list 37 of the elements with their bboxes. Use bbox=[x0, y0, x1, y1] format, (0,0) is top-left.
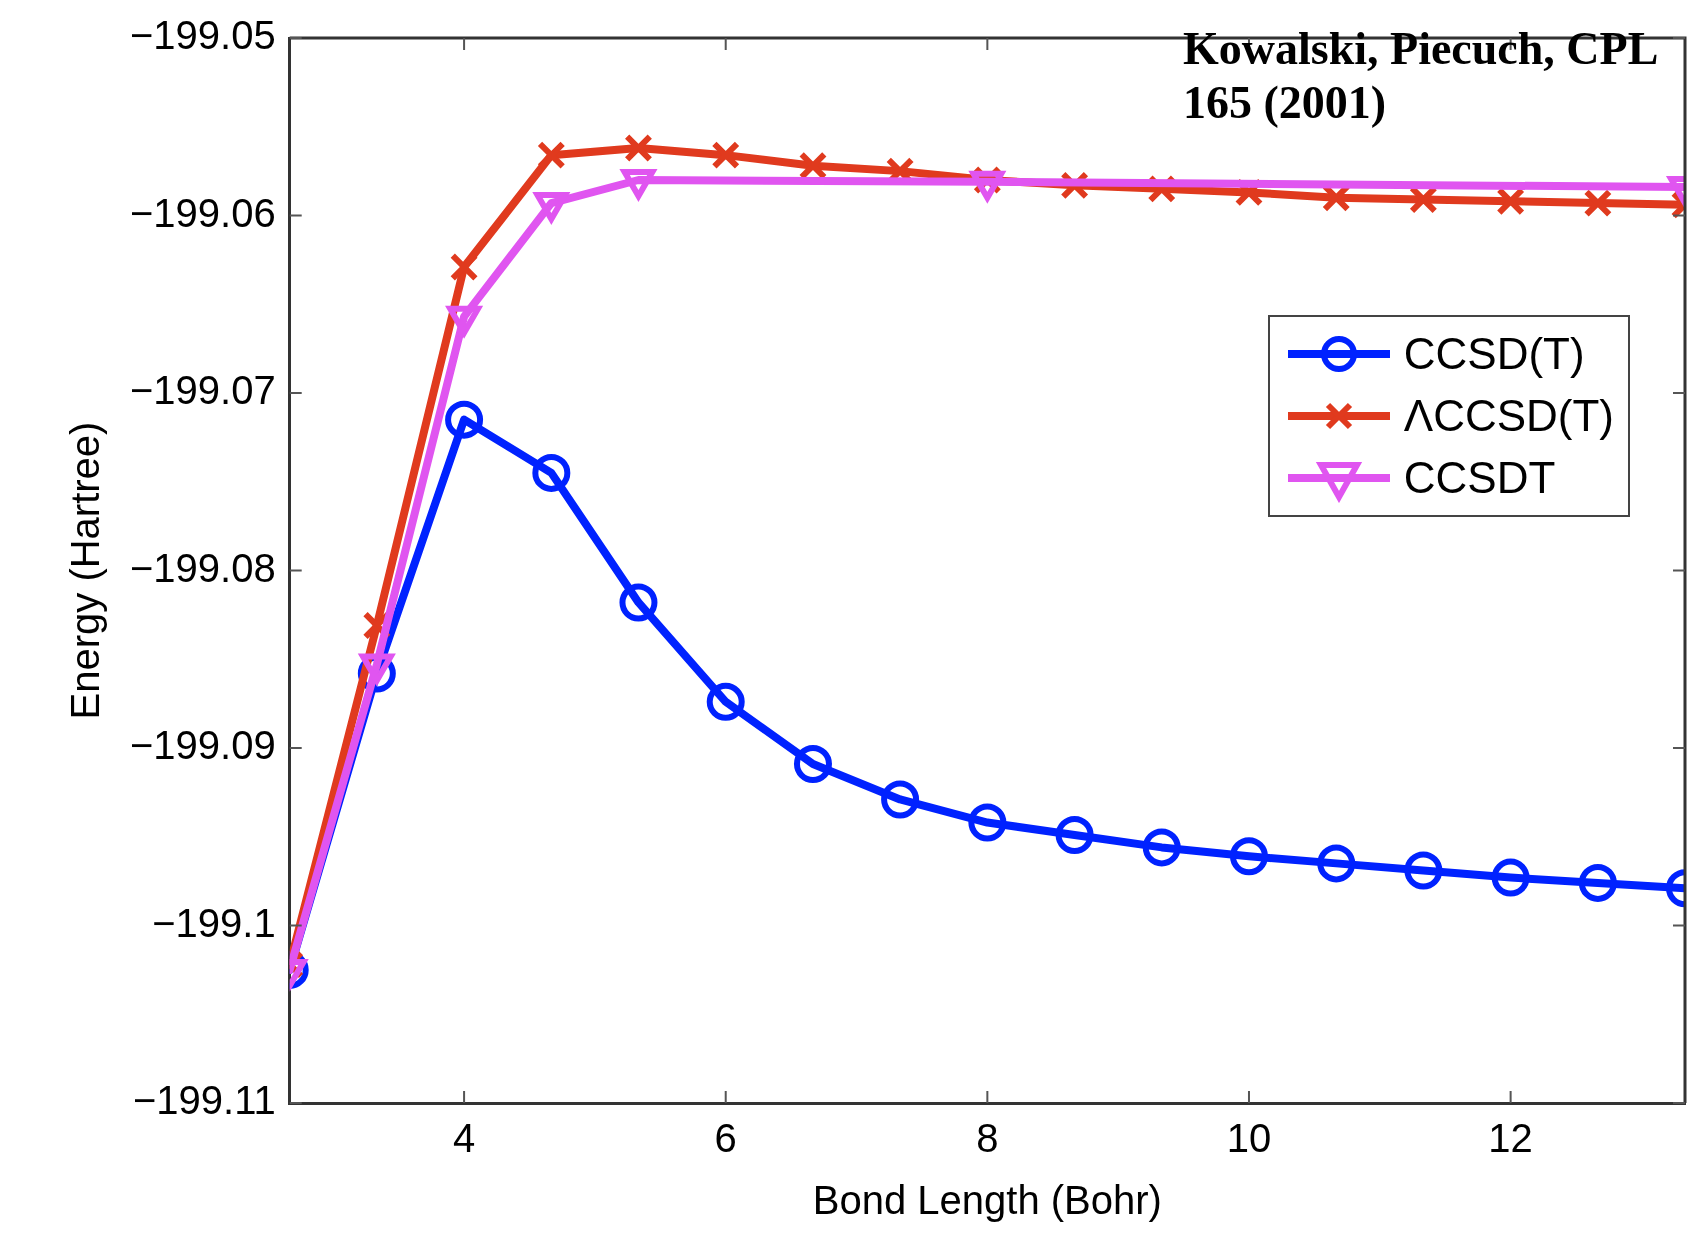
point bbox=[532, 453, 571, 492]
annotation: Kowalski, Piecuch, CPL 165 (2001) bbox=[1183, 22, 1658, 130]
point bbox=[793, 744, 832, 783]
legend-label: CCSD(T) bbox=[1403, 328, 1585, 379]
point bbox=[706, 682, 745, 721]
x-tick-label: 12 bbox=[1488, 1116, 1533, 1161]
point bbox=[1142, 828, 1181, 867]
x-tick-label: 10 bbox=[1226, 1116, 1272, 1161]
point bbox=[1578, 863, 1617, 902]
y-tick-label: −199.1 bbox=[152, 900, 276, 945]
point bbox=[445, 400, 484, 439]
legend-label: CCSDT bbox=[1403, 452, 1556, 503]
point bbox=[881, 780, 920, 819]
x-axis-title: Bond Length (Bohr) bbox=[812, 1178, 1162, 1223]
point bbox=[1583, 188, 1613, 218]
point bbox=[1229, 837, 1268, 876]
point bbox=[1404, 851, 1443, 890]
point bbox=[624, 133, 653, 163]
point bbox=[1491, 858, 1530, 897]
point bbox=[619, 583, 658, 622]
y-tick-label: −199.05 bbox=[130, 13, 276, 58]
x-tick-label: 8 bbox=[976, 1116, 999, 1161]
point bbox=[968, 803, 1007, 842]
point bbox=[1055, 815, 1094, 854]
y-tick-label: −199.09 bbox=[130, 723, 276, 768]
point bbox=[449, 252, 479, 282]
y-tick-label: −199.07 bbox=[130, 368, 276, 413]
x-tick-label: 4 bbox=[452, 1116, 476, 1161]
y-tick-label: −199.11 bbox=[132, 1078, 276, 1123]
legend-label: ΛCCSD(T) bbox=[1403, 390, 1614, 441]
point bbox=[537, 140, 566, 170]
y-tick-label: −199.06 bbox=[130, 190, 276, 235]
point bbox=[711, 140, 741, 170]
point bbox=[1317, 844, 1356, 883]
y-axis-title: Energy (Hartree) bbox=[63, 421, 108, 720]
y-tick-label: −199.08 bbox=[130, 545, 276, 590]
x-tick-label: 6 bbox=[714, 1116, 737, 1161]
